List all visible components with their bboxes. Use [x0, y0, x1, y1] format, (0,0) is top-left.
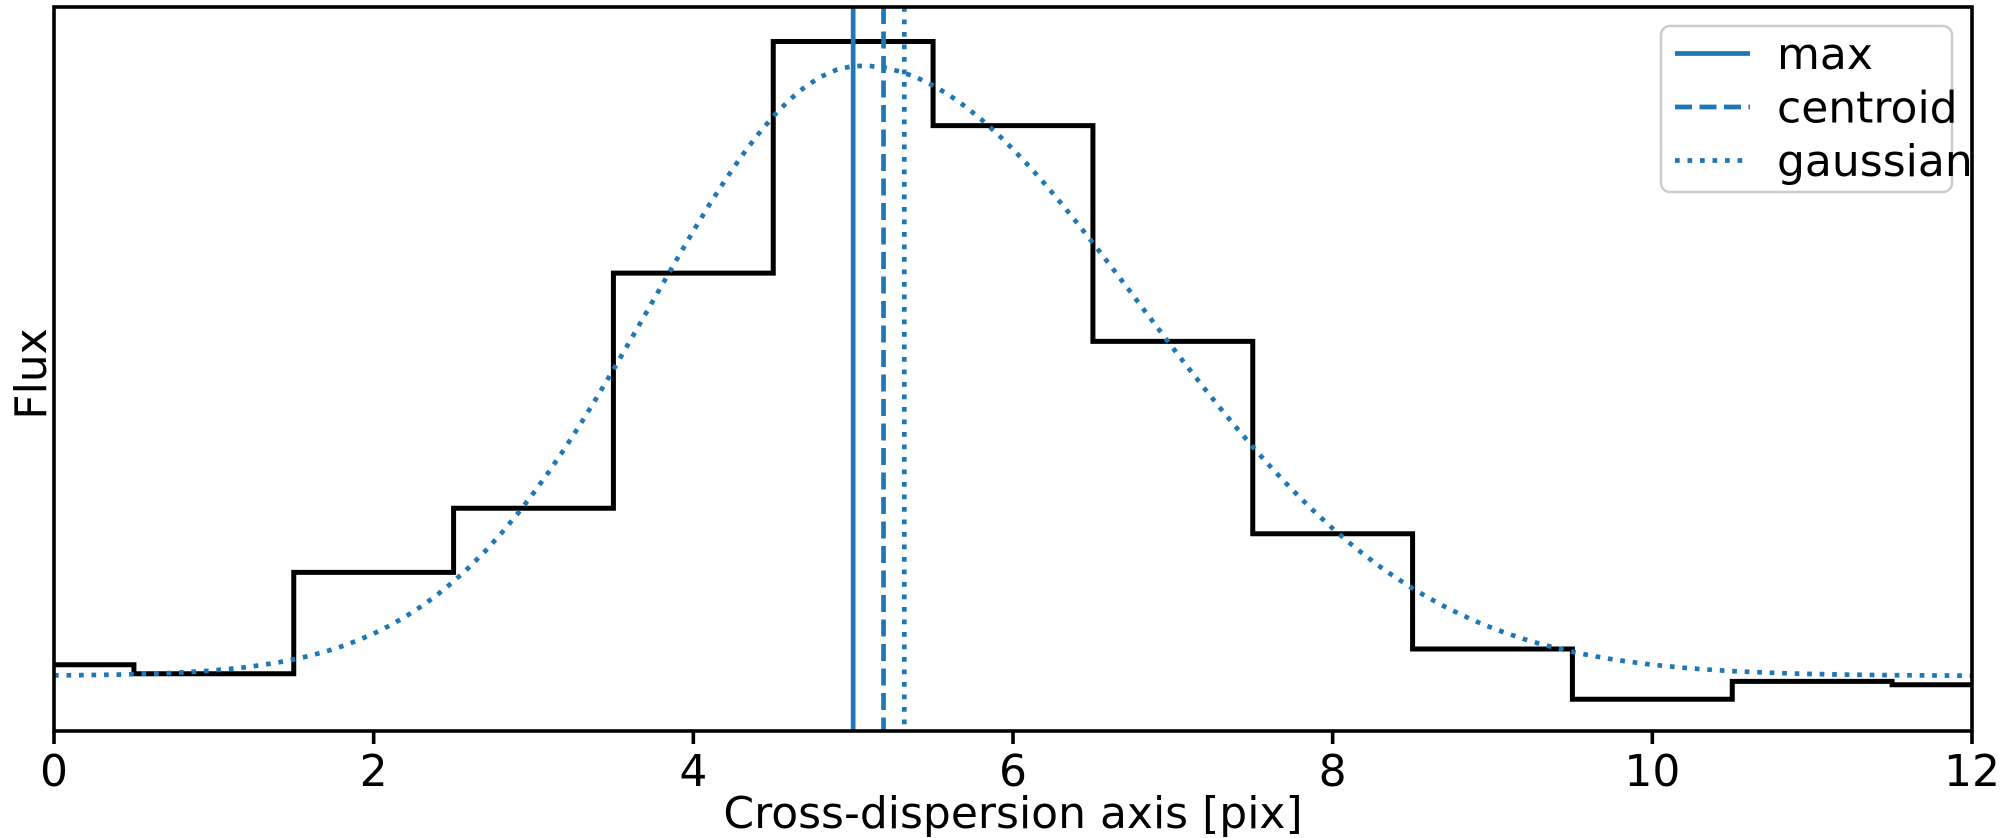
legend-entry-gaussian: gaussian — [1675, 136, 1973, 187]
y-axis-label: Flux — [6, 328, 57, 419]
series-layer — [53, 38, 1972, 702]
x-tick-label: 0 — [40, 746, 68, 797]
x-tick-label: 2 — [360, 746, 388, 797]
legend-label-centroid: centroid — [1777, 83, 1958, 134]
legend-label-max: max — [1777, 29, 1873, 80]
x-axis-label: Cross-dispersion axis [pix] — [723, 788, 1302, 838]
x-axis-ticks: 0 2 4 6 8 10 12 — [40, 731, 2000, 797]
x-tick-label: 12 — [1944, 746, 2000, 797]
vlines-layer — [850, 7, 907, 731]
legend-entry-centroid: centroid — [1675, 83, 1958, 134]
x-tick-label: 4 — [679, 746, 707, 797]
x-tick-label: 6 — [999, 746, 1027, 797]
legend-label-gaussian: gaussian — [1777, 136, 1973, 187]
x-tick-label: 10 — [1624, 746, 1680, 797]
x-tick-label: 8 — [1319, 746, 1347, 797]
histogram-step-line — [54, 38, 1972, 702]
legend: max centroid gaussian — [1659, 24, 1973, 194]
legend-entry-max: max — [1675, 29, 1873, 80]
legend-box — [1659, 24, 1954, 194]
